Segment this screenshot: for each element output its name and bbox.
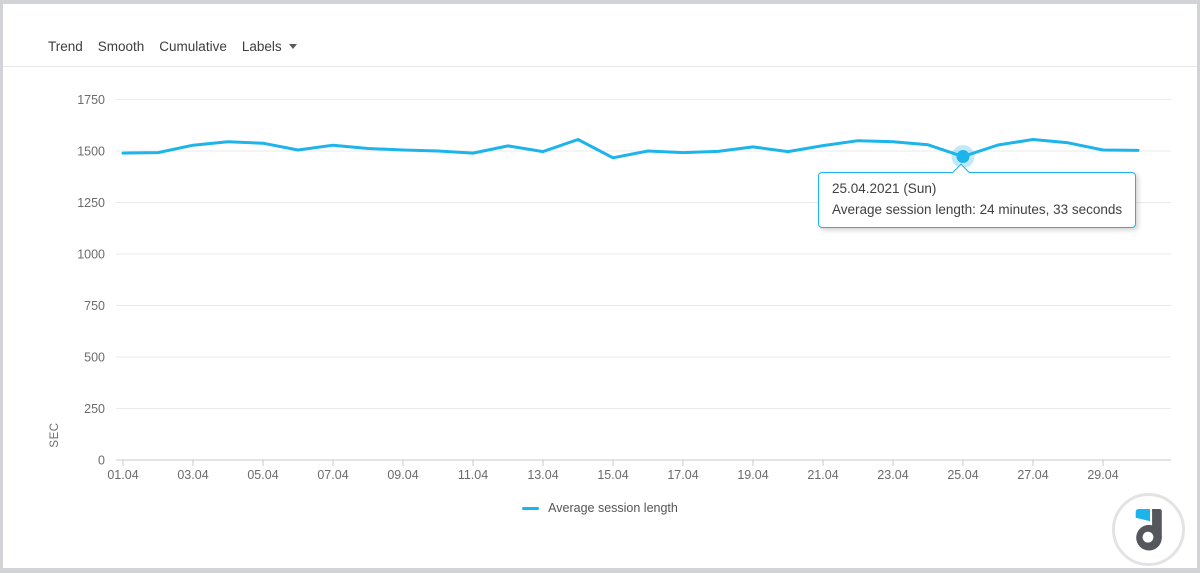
y-axis-tick-label: 1750 — [77, 93, 105, 107]
x-axis-tick-label: 19.04 — [737, 468, 768, 482]
y-axis-tick-label: 1000 — [77, 248, 105, 262]
chart-toolbar: Trend Smooth Cumulative Labels — [48, 39, 297, 54]
x-axis-tick-label: 21.04 — [807, 468, 838, 482]
toolbar-item-trend[interactable]: Trend — [48, 39, 83, 54]
x-axis-tick-label: 09.04 — [387, 468, 418, 482]
x-axis-tick-label: 25.04 — [947, 468, 978, 482]
x-axis-tick-label: 03.04 — [177, 468, 208, 482]
tooltip-value: Average session length: 24 minutes, 33 s… — [832, 202, 1123, 217]
x-axis-tick-label: 27.04 — [1017, 468, 1048, 482]
chart-tooltip: 25.04.2021 (Sun) Average session length:… — [818, 163, 1137, 228]
x-axis-tick-label: 29.04 — [1087, 468, 1118, 482]
tooltip-date: 25.04.2021 (Sun) — [832, 181, 937, 196]
y-axis-tick-label: 1250 — [77, 196, 105, 210]
y-axis-tick-label: 0 — [98, 454, 105, 468]
devtodev-d-glyph — [1135, 509, 1162, 551]
toolbar-item-labels-text: Labels — [241, 39, 282, 54]
toolbar-item-cumulative[interactable]: Cumulative — [159, 39, 227, 54]
x-axis-tick-label: 23.04 — [877, 468, 908, 482]
x-axis-tick-label: 01.04 — [107, 468, 138, 482]
chevron-down-icon — [288, 44, 297, 49]
y-axis-tick-label: 250 — [84, 402, 105, 416]
highlight-marker[interactable] — [956, 150, 970, 164]
toolbar-item-smooth[interactable]: Smooth — [97, 39, 145, 54]
x-axis-tick-label: 17.04 — [667, 468, 698, 482]
x-axis-tick-label: 05.04 — [247, 468, 278, 482]
chart-legend: Average session length — [3, 501, 1197, 515]
session-length-chart: 0 250 500 750 1000 1250 1500 1750 01.04 03.04 05.0… — [77, 93, 1171, 482]
legend-item-average-session-length[interactable]: Average session length — [522, 501, 678, 515]
y-axis-tick-label: 1500 — [77, 145, 105, 159]
legend-line-swatch — [522, 506, 540, 510]
toolbar-divider — [3, 66, 1197, 67]
x-axis-tick-label: 07.04 — [317, 468, 348, 482]
y-axis-tick-label: 750 — [84, 299, 105, 313]
devtodev-logo — [1112, 493, 1185, 566]
x-axis-tick-label: 11.04 — [458, 468, 488, 482]
x-axis-tick-label: 13.04 — [527, 468, 558, 482]
toolbar-item-labels-dropdown[interactable]: Labels — [242, 39, 297, 54]
legend-label: Average session length — [548, 501, 678, 515]
y-axis-tick-label: 500 — [84, 351, 105, 365]
series-line-average-session-length[interactable] — [121, 138, 1140, 160]
x-axis-tick-label: 15.04 — [597, 468, 628, 482]
y-axis-title: SEC — [49, 422, 61, 448]
